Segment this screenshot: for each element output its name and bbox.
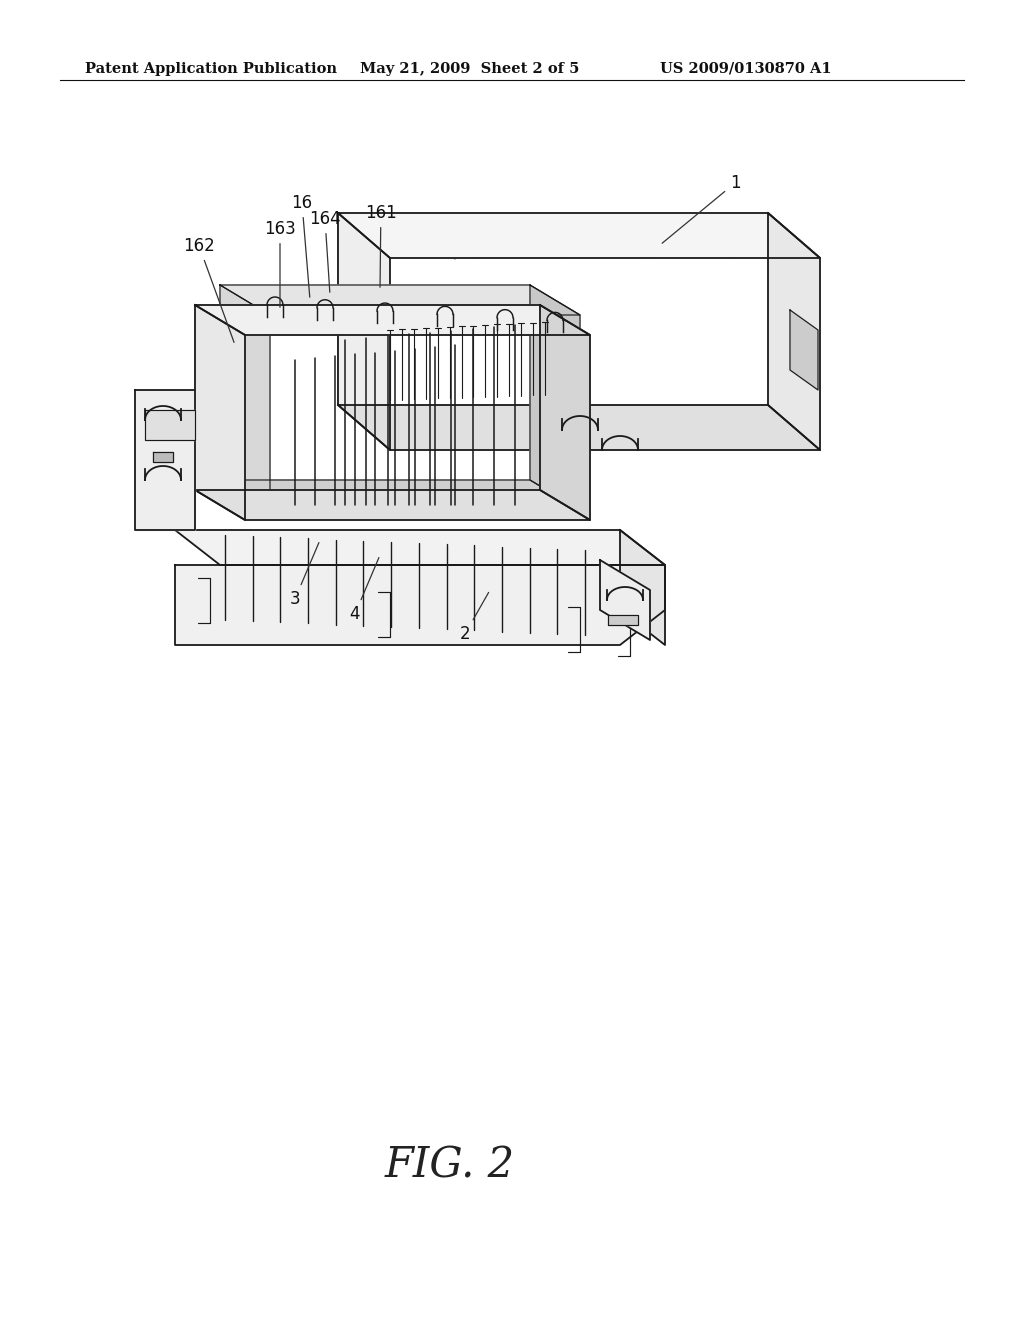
Polygon shape [145, 411, 195, 440]
Text: Patent Application Publication: Patent Application Publication [85, 62, 337, 77]
Polygon shape [135, 389, 195, 531]
Polygon shape [153, 451, 173, 462]
Text: May 21, 2009  Sheet 2 of 5: May 21, 2009 Sheet 2 of 5 [360, 62, 580, 77]
Polygon shape [220, 480, 580, 510]
Polygon shape [620, 531, 665, 645]
Text: 2: 2 [460, 593, 488, 643]
Text: 161: 161 [365, 205, 396, 288]
Text: 162: 162 [183, 238, 234, 342]
Polygon shape [195, 305, 590, 335]
Text: 163: 163 [264, 220, 296, 308]
Polygon shape [338, 213, 820, 257]
Polygon shape [175, 565, 665, 645]
Polygon shape [338, 405, 820, 450]
Text: 164: 164 [309, 210, 341, 292]
Polygon shape [608, 615, 638, 624]
Polygon shape [195, 305, 245, 520]
Text: 1: 1 [663, 174, 740, 243]
Text: FIG. 2: FIG. 2 [385, 1144, 515, 1185]
Text: US 2009/0130870 A1: US 2009/0130870 A1 [660, 62, 831, 77]
Polygon shape [768, 213, 820, 450]
Polygon shape [195, 490, 590, 520]
Text: 3: 3 [290, 543, 318, 609]
Polygon shape [338, 213, 390, 450]
Polygon shape [790, 310, 818, 389]
Polygon shape [220, 285, 270, 510]
Text: 16: 16 [292, 194, 312, 297]
Polygon shape [220, 285, 580, 315]
Text: 4: 4 [350, 557, 379, 623]
Polygon shape [175, 531, 665, 565]
Polygon shape [540, 305, 590, 520]
Polygon shape [530, 285, 580, 510]
Polygon shape [600, 560, 650, 640]
